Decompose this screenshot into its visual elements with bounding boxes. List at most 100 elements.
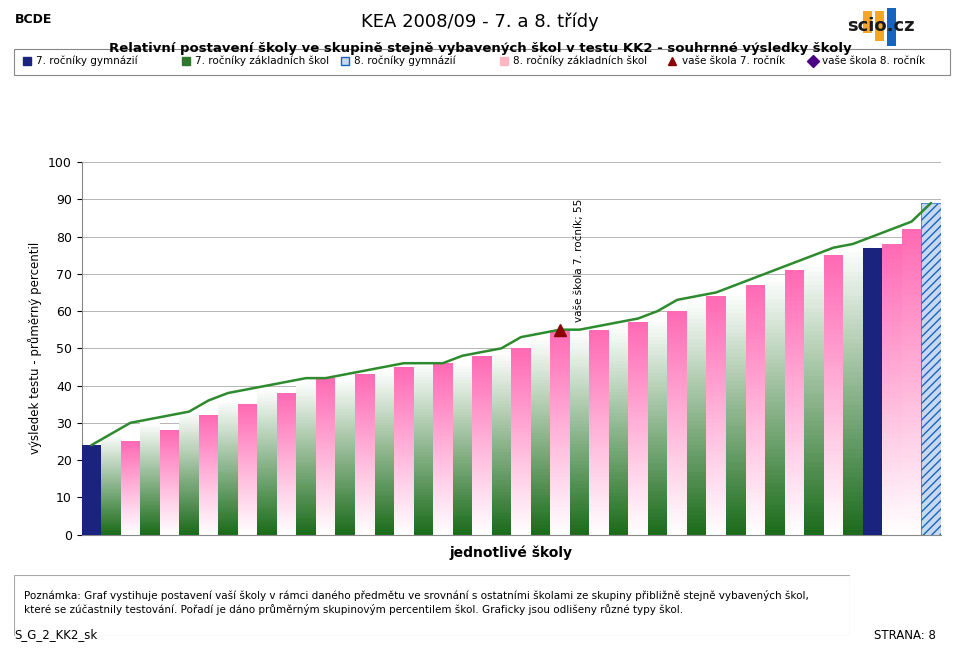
Bar [609, 524, 629, 527]
Bar [297, 412, 316, 415]
Bar [629, 386, 648, 389]
Bar [257, 508, 276, 511]
Bar [355, 521, 374, 524]
Bar [492, 389, 511, 391]
Bar [687, 354, 707, 358]
Bar [804, 516, 824, 521]
Bar [140, 512, 159, 514]
Bar [394, 426, 414, 428]
Bar [609, 389, 629, 392]
Bar [335, 514, 355, 516]
Bar [667, 337, 687, 341]
Bar [707, 356, 726, 360]
Bar [472, 356, 492, 359]
Bar [609, 510, 629, 514]
Bar [394, 468, 414, 470]
Bar [180, 487, 199, 489]
Bar [589, 408, 609, 411]
Bar [238, 426, 257, 428]
Bar [414, 417, 433, 421]
Bar [276, 393, 297, 395]
Bar [707, 511, 726, 515]
Bar [180, 467, 199, 469]
Bar [414, 411, 433, 415]
Bar [159, 444, 180, 446]
Bar [297, 445, 316, 448]
Text: Poznámka: Graf vystihuje postavení vaší školy v rámci daného předmětu ve srovnán: Poznámka: Graf vystihuje postavení vaší … [24, 590, 809, 616]
Bar [550, 419, 570, 422]
Bar [746, 343, 765, 347]
Bar [257, 433, 276, 435]
Bar [746, 418, 765, 422]
Bar [511, 485, 531, 488]
Bar [570, 350, 589, 354]
Bar [804, 489, 824, 494]
Bar [472, 487, 492, 490]
Bar [452, 426, 472, 429]
Bar [667, 430, 687, 434]
Bar [570, 380, 589, 384]
Bar [726, 406, 746, 410]
Bar [707, 503, 726, 507]
Bar [824, 441, 843, 446]
Bar [687, 519, 707, 523]
Bar [492, 522, 511, 526]
Bar [667, 441, 687, 445]
Bar [316, 511, 335, 514]
Bar [570, 374, 589, 377]
Bar [374, 384, 394, 387]
Bar [414, 366, 433, 369]
Bar [257, 486, 276, 489]
Bar [276, 419, 297, 421]
Bar [414, 409, 433, 411]
Text: scio.cz: scio.cz [848, 17, 915, 35]
Bar [726, 426, 746, 430]
Bar [511, 516, 531, 519]
Bar [276, 457, 297, 459]
Bar [824, 264, 843, 269]
Bar [609, 465, 629, 469]
Bar [707, 415, 726, 419]
Bar [511, 373, 531, 376]
Bar [257, 489, 276, 491]
Bar [218, 436, 238, 439]
Bar [433, 411, 452, 415]
Bar [433, 421, 452, 423]
Bar [121, 526, 140, 527]
Bar [804, 430, 824, 435]
Bar [765, 316, 784, 320]
Bar [804, 421, 824, 426]
Bar [687, 456, 707, 460]
Bar [101, 511, 121, 513]
Bar [472, 445, 492, 448]
Bar [726, 434, 746, 438]
Bar [531, 383, 550, 386]
Bar [550, 384, 570, 388]
Bar [824, 288, 843, 292]
Bar [159, 493, 180, 494]
Bar [316, 399, 335, 402]
Bar [726, 337, 746, 341]
Bar [804, 498, 824, 503]
Bar [101, 503, 121, 504]
Bar [101, 441, 121, 443]
Bar [472, 442, 492, 445]
Bar [452, 411, 472, 415]
Bar [667, 352, 687, 356]
Bar [276, 428, 297, 431]
Bar [746, 314, 765, 318]
Bar [648, 408, 667, 412]
Bar [629, 393, 648, 397]
Bar [101, 452, 121, 454]
Bar [492, 456, 511, 459]
Bar [843, 382, 863, 386]
Bar [433, 463, 452, 466]
Bar [297, 397, 316, 400]
Bar [394, 428, 414, 431]
Bar [804, 385, 824, 389]
Bar [297, 516, 316, 519]
Bar [726, 301, 746, 305]
Bar [901, 290, 922, 295]
Bar [297, 417, 316, 420]
Bar [667, 434, 687, 438]
